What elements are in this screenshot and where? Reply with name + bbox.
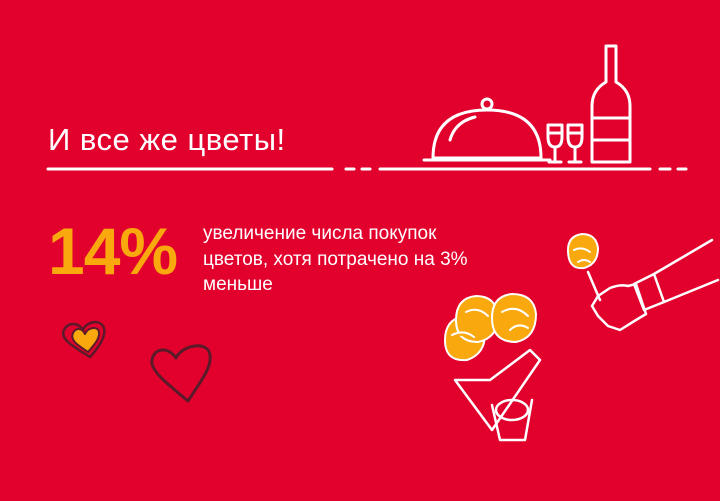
wine-glasses-icon: [546, 123, 584, 164]
heart-icon: [150, 344, 212, 403]
stat-description-line: цветов, хотя потрачено на 3%: [203, 248, 468, 270]
wine-bottle-icon: [590, 44, 632, 164]
stat-value: 14%: [48, 214, 178, 288]
page-title: И все же цветы!: [48, 122, 286, 157]
heart-icon: [61, 320, 106, 359]
stat-description-line: увеличение числа покупок: [203, 223, 437, 244]
cloche-icon: [422, 97, 552, 162]
stat-description-line: меньше: [203, 274, 273, 295]
stat-description: увеличение числа покупок цветов, хотя по…: [203, 221, 533, 298]
rose-bouquet-icon: [444, 293, 542, 442]
hand-with-rose-icon: [567, 233, 720, 332]
